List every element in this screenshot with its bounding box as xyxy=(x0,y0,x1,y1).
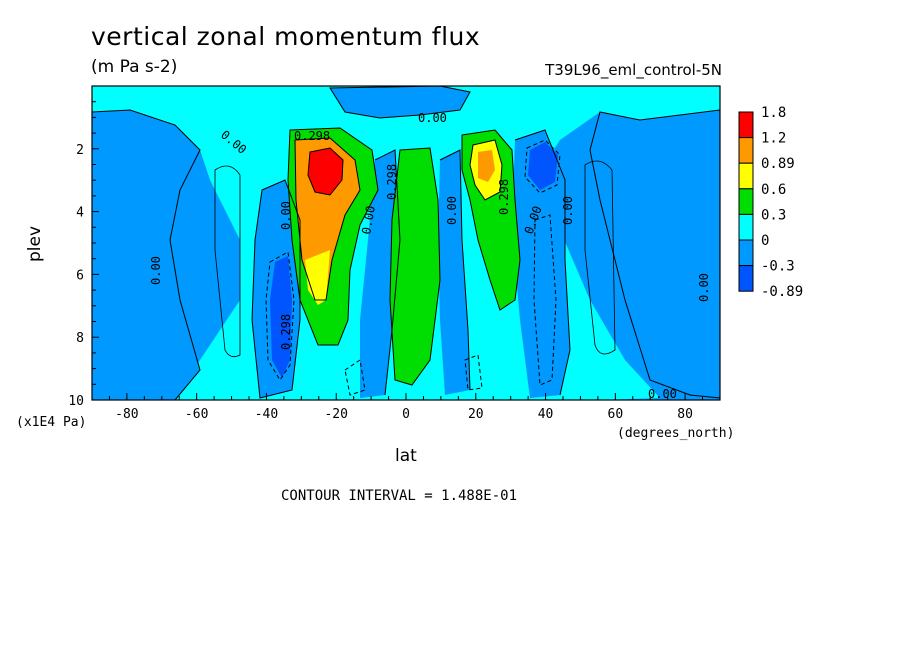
contour-label: 0.00 xyxy=(359,205,378,236)
contour-label: 0.00 xyxy=(279,201,293,230)
x-axis: -80 -60 -40 -20 0 20 40 60 80 xyxy=(91,393,721,422)
contour-label: 0.298 xyxy=(294,129,330,143)
field-blue-channel-mid xyxy=(360,150,400,398)
y-axis-unit: (x1E4 Pa) xyxy=(16,415,87,430)
contour-label: 0.00 xyxy=(149,256,163,285)
dataset-label: T39L96_eml_control-5N xyxy=(545,61,722,79)
field-blue-channel-mid2 xyxy=(438,150,470,395)
field-yellow-left xyxy=(305,250,330,305)
field-orange-right xyxy=(478,150,495,182)
contour-lines xyxy=(92,86,720,400)
y-axis-label: plev xyxy=(25,225,45,262)
x-tick-label: 0 xyxy=(402,407,410,422)
legend-label: -0.89 xyxy=(761,284,803,300)
legend-label: 0.6 xyxy=(761,182,786,198)
legend-swatch xyxy=(738,162,754,190)
contour-interval-note: CONTOUR INTERVAL = 1.488E-01 xyxy=(281,488,518,504)
x-tick-label: 40 xyxy=(538,407,554,422)
y-tick-label: 10 xyxy=(68,394,84,409)
legend-label: 0.3 xyxy=(761,207,786,223)
y-tick-label: 8 xyxy=(76,331,84,346)
contour-label: 0.298 xyxy=(497,179,511,215)
chart-units: (m Pa s-2) xyxy=(91,57,178,77)
y-tick-label: 2 xyxy=(76,143,84,158)
contour-label: 0.00 xyxy=(418,111,447,125)
legend-swatch xyxy=(738,188,754,215)
legend-swatch xyxy=(738,239,754,267)
x-tick-label: 20 xyxy=(468,407,484,422)
y-axis: 2 4 6 8 10 xyxy=(68,85,99,409)
legend-label: -0.3 xyxy=(761,259,795,275)
x-tick-label: -60 xyxy=(185,407,208,422)
contour-label: 0.00 xyxy=(561,196,575,225)
color-legend: 1.8 1.2 0.89 0.6 0.3 0 -0.3 -0.89 xyxy=(738,105,803,300)
x-axis-label: lat xyxy=(395,446,417,466)
field-green-center xyxy=(390,148,440,385)
field-red-left xyxy=(308,148,343,195)
field-blue-right xyxy=(590,110,720,398)
x-axis-unit: (degrees_north) xyxy=(617,426,735,441)
x-tick-label: 80 xyxy=(677,407,693,422)
y-tick-label: 4 xyxy=(76,206,84,221)
contour-label: 0.00 xyxy=(648,387,677,401)
legend-swatch xyxy=(738,213,754,241)
field-blue-left xyxy=(92,110,200,400)
field-deep-negative-right xyxy=(528,142,558,190)
x-tick-label: -40 xyxy=(255,407,278,422)
x-tick-label: -80 xyxy=(115,407,138,422)
contour-label: 0.298 xyxy=(385,164,399,200)
contour-label: 0.00 xyxy=(445,196,459,225)
contour-label: 0.00 xyxy=(697,273,711,302)
field-deep-negative-left xyxy=(270,256,292,378)
legend-swatch xyxy=(738,265,754,292)
field-blue-channel-right xyxy=(512,130,570,398)
x-tick-label: -20 xyxy=(324,407,347,422)
legend-swatch xyxy=(738,137,754,164)
legend-label: 1.8 xyxy=(761,105,786,121)
legend-label: 0.89 xyxy=(761,156,795,172)
chart-title: vertical zonal momentum flux xyxy=(91,22,481,51)
contour-label: 0.298 xyxy=(279,314,293,350)
contour-labels: 0.00 0.00 0.298 0.298 0.00 0.00 0.00 0.2… xyxy=(149,111,711,401)
field-blue-top xyxy=(330,86,470,118)
x-tick-label: 60 xyxy=(608,407,624,422)
legend-swatch xyxy=(738,111,754,139)
legend-label: 1.2 xyxy=(761,131,786,147)
legend-label: 0 xyxy=(761,233,769,249)
y-tick-label: 6 xyxy=(76,268,84,283)
negative-contours xyxy=(265,139,561,396)
